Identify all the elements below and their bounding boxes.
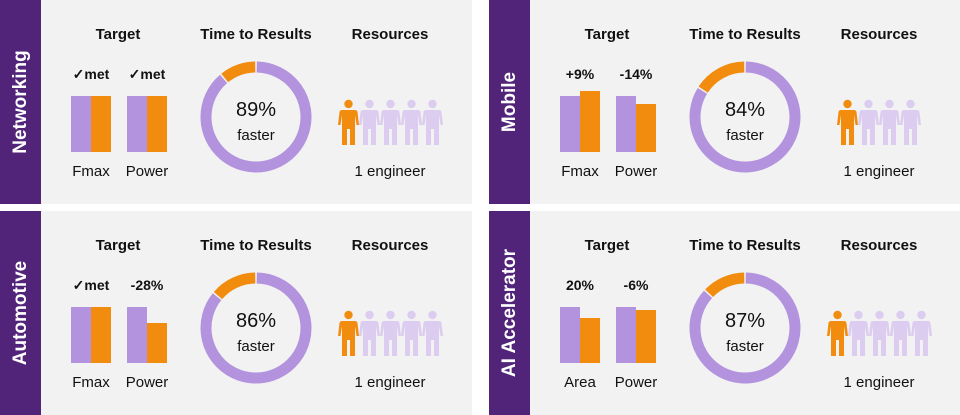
bar-result bbox=[580, 318, 600, 363]
target-header: Target bbox=[584, 26, 630, 43]
bar-result bbox=[580, 90, 600, 152]
bar-result bbox=[91, 96, 111, 152]
time-sub: faster bbox=[237, 338, 275, 355]
resources-text: 1 engineer bbox=[354, 374, 426, 391]
metric-label: Power bbox=[125, 374, 169, 391]
donut-chart bbox=[689, 61, 801, 173]
resources-header: Resources bbox=[351, 26, 429, 43]
time-sub: faster bbox=[726, 338, 764, 355]
person-icon bbox=[858, 99, 879, 145]
metric-value-label: 20% bbox=[565, 277, 595, 293]
person-icon bbox=[868, 310, 890, 356]
time-sub: faster bbox=[726, 127, 764, 144]
donut-chart bbox=[689, 272, 801, 384]
resources-header: Resources bbox=[351, 237, 429, 254]
metric-label: Power bbox=[614, 163, 658, 180]
time-percent: 89% bbox=[235, 99, 277, 121]
metric-value-label: ✓met bbox=[128, 66, 166, 82]
time-header: Time to Results bbox=[689, 26, 801, 43]
target-header: Target bbox=[95, 237, 141, 254]
metric-value-label: ✓met bbox=[72, 66, 110, 82]
metric-label: Fmax bbox=[561, 163, 599, 180]
bar-baseline bbox=[127, 96, 147, 152]
donut-segment-saved bbox=[200, 61, 312, 173]
person-icon bbox=[421, 99, 443, 145]
bar-result bbox=[147, 96, 167, 152]
category-sidebar: Automotive bbox=[0, 211, 41, 415]
donut-segment-saved bbox=[689, 272, 801, 384]
resources-header: Resources bbox=[840, 237, 918, 254]
metric-value-label: -14% bbox=[619, 66, 653, 82]
person-icon bbox=[837, 99, 858, 145]
person-icon bbox=[910, 310, 932, 356]
bar-result bbox=[91, 307, 111, 363]
panel-mobile: Mobile Target Time to Results Resources +9% F… bbox=[489, 0, 960, 204]
donut-segment-spent bbox=[705, 272, 745, 298]
category-sidebar: Mobile bbox=[489, 0, 530, 204]
person-icon bbox=[879, 99, 900, 145]
time-percent: 84% bbox=[724, 99, 766, 121]
resources-header: Resources bbox=[840, 26, 918, 43]
donut-segment-spent bbox=[698, 61, 745, 93]
resources-text: 1 engineer bbox=[843, 163, 915, 180]
bar-baseline bbox=[71, 307, 91, 363]
person-icon bbox=[847, 310, 869, 356]
time-header: Time to Results bbox=[200, 26, 312, 43]
bar-baseline bbox=[560, 307, 580, 363]
time-header: Time to Results bbox=[200, 237, 312, 254]
person-icon bbox=[826, 310, 848, 356]
donut-segment-spent bbox=[221, 61, 256, 83]
metric-label: Power bbox=[125, 163, 169, 180]
resources-text: 1 engineer bbox=[354, 163, 426, 180]
people-icons bbox=[837, 99, 921, 145]
person-icon bbox=[358, 99, 380, 145]
resources-text: 1 engineer bbox=[843, 374, 915, 391]
bar-result bbox=[636, 103, 656, 152]
bar-baseline bbox=[71, 96, 91, 152]
donut-segment-saved bbox=[200, 272, 312, 384]
people-icons bbox=[337, 310, 443, 356]
donut-segment-spent bbox=[213, 272, 256, 300]
target-header: Target bbox=[95, 26, 141, 43]
people-icons bbox=[337, 99, 443, 145]
donut-chart bbox=[200, 272, 312, 384]
donut-chart bbox=[200, 61, 312, 173]
metric-value-label: ✓met bbox=[72, 277, 110, 293]
person-icon bbox=[337, 99, 359, 145]
bar-baseline bbox=[127, 307, 147, 363]
person-icon bbox=[421, 310, 443, 356]
category-sidebar: Networking bbox=[0, 0, 41, 204]
bar-baseline bbox=[616, 307, 636, 363]
person-icon bbox=[400, 99, 422, 145]
bar-result bbox=[636, 310, 656, 363]
metric-label: Fmax bbox=[72, 374, 110, 391]
time-percent: 86% bbox=[235, 310, 277, 332]
metric-label: Fmax bbox=[72, 163, 110, 180]
category-sidebar: AI Accelerator bbox=[489, 211, 530, 415]
person-icon bbox=[900, 99, 921, 145]
person-icon bbox=[400, 310, 422, 356]
time-percent: 87% bbox=[724, 310, 766, 332]
metric-label: Area bbox=[564, 374, 596, 391]
metric-label: Power bbox=[614, 374, 658, 391]
donut-segment-saved bbox=[689, 61, 801, 173]
metric-value-label: +9% bbox=[565, 66, 595, 82]
panel-ai-accelerator: AI Accelerator Target Time to Results Resou… bbox=[489, 211, 960, 415]
time-sub: faster bbox=[237, 127, 275, 144]
person-icon bbox=[379, 99, 401, 145]
target-header: Target bbox=[584, 237, 630, 254]
time-header: Time to Results bbox=[689, 237, 801, 254]
bar-baseline bbox=[616, 96, 636, 152]
panel-networking: Networking Target Time to Results Resources… bbox=[0, 0, 472, 204]
metric-value-label: -6% bbox=[623, 277, 649, 293]
bar-result bbox=[147, 322, 167, 363]
people-icons bbox=[826, 310, 932, 356]
bar-baseline bbox=[560, 96, 580, 152]
person-icon bbox=[379, 310, 401, 356]
metric-value-label: -28% bbox=[130, 277, 164, 293]
person-icon bbox=[337, 310, 359, 356]
person-icon bbox=[889, 310, 911, 356]
person-icon bbox=[358, 310, 380, 356]
panel-automotive: Automotive Target Time to Results Resources… bbox=[0, 211, 472, 415]
